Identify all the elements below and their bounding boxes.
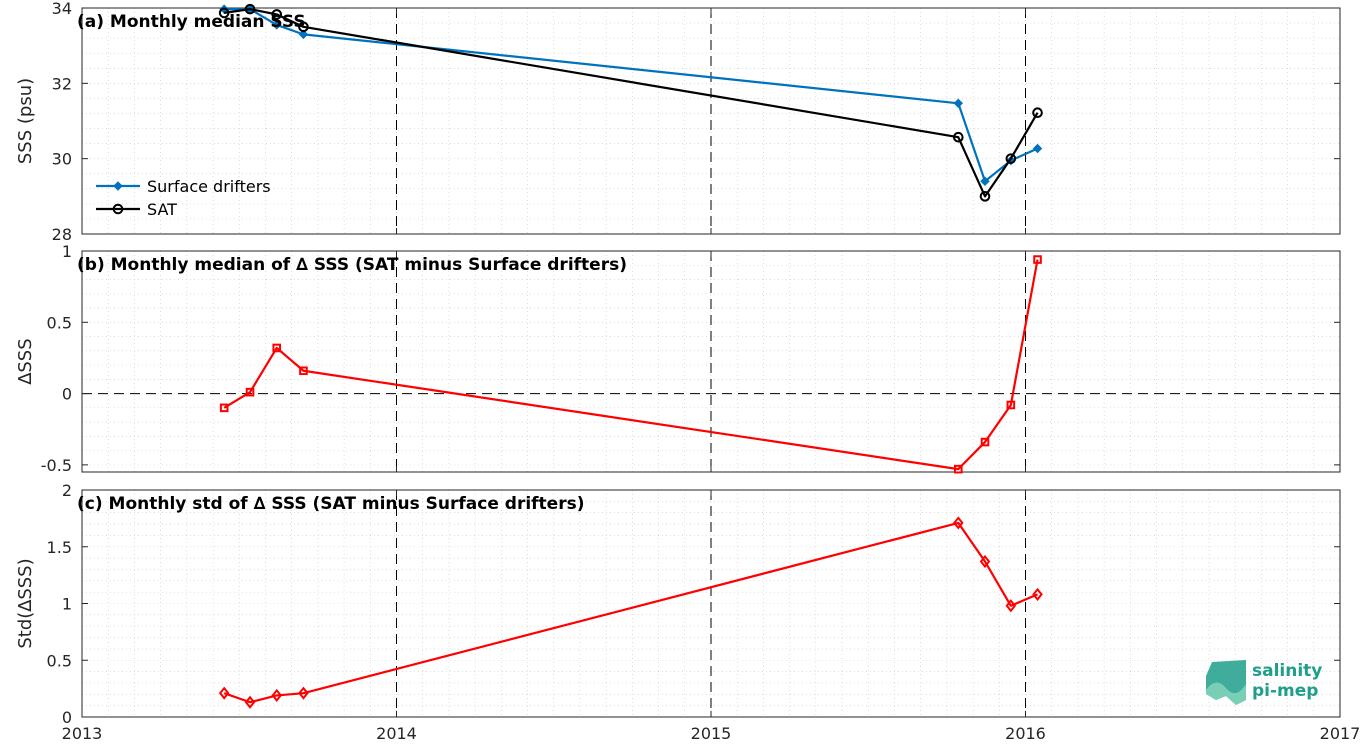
data-point bbox=[299, 366, 308, 376]
y-axis-label: Std(∆SSS) bbox=[15, 558, 36, 648]
y-tick-label: -0.5 bbox=[41, 456, 72, 475]
salinity-pi-mep-logo: salinity pi-mep bbox=[1206, 660, 1322, 705]
data-point bbox=[245, 387, 255, 397]
data-point bbox=[1032, 107, 1043, 119]
y-tick-label: 1.5 bbox=[47, 538, 72, 557]
logo-wave-highlight bbox=[1206, 682, 1246, 705]
x-tick-label: 2016 bbox=[1005, 724, 1046, 743]
panel-title: (b) Monthly median of ∆ SSS (SAT minus S… bbox=[77, 255, 627, 275]
data-point bbox=[980, 437, 990, 447]
legend: Surface drifters SAT bbox=[96, 177, 271, 219]
y-axis-label: ∆SSS bbox=[15, 338, 36, 385]
panel-a: 28 30 32 34 SSS (psu) (a) Monthly median SSS S… bbox=[15, 0, 1341, 244]
legend-marker bbox=[112, 203, 124, 215]
series-delta-sss bbox=[218, 516, 1043, 709]
minor-grid bbox=[81, 489, 1341, 718]
data-point bbox=[271, 688, 283, 703]
data-point bbox=[979, 554, 991, 569]
series-delta-sss bbox=[219, 255, 1042, 474]
data-point bbox=[244, 3, 256, 15]
data-point bbox=[218, 686, 230, 700]
data-point bbox=[1005, 153, 1017, 164]
data-point bbox=[272, 343, 282, 353]
data-point bbox=[953, 464, 963, 474]
data-point bbox=[953, 516, 964, 530]
y-tick-label: 30 bbox=[52, 150, 72, 169]
data-point bbox=[298, 686, 309, 700]
series-line bbox=[223, 259, 1039, 471]
y-tick-label: 1 bbox=[62, 595, 72, 614]
series-line bbox=[223, 521, 1038, 704]
legend-label: Surface drifters bbox=[147, 177, 271, 196]
data-point bbox=[952, 131, 964, 143]
y-tick-label: 34 bbox=[52, 0, 72, 18]
x-tick-label: 2014 bbox=[376, 724, 417, 743]
y-tick-label: 0 bbox=[62, 708, 72, 727]
panel-c: 0 0.5 1 1.5 2 2013 2014 2015 2016 2017 Std(∆SSS) (c… bbox=[15, 481, 1360, 743]
y-tick-label: 0.5 bbox=[47, 651, 72, 670]
y-tick-label: 28 bbox=[52, 225, 72, 244]
series-surface-drifters bbox=[219, 4, 1043, 186]
y-axis-label: SSS (psu) bbox=[15, 78, 36, 164]
data-point bbox=[1032, 587, 1043, 602]
y-tick-label: 1 bbox=[62, 242, 72, 261]
legend-label: SAT bbox=[147, 200, 177, 219]
series-sat bbox=[218, 3, 1043, 202]
panel-title: (c) Monthly std of ∆ SSS (SAT minus Surf… bbox=[77, 494, 584, 514]
data-point bbox=[219, 403, 229, 413]
data-point bbox=[218, 7, 230, 19]
logo-text-line1: salinity bbox=[1252, 661, 1322, 681]
data-point bbox=[272, 20, 282, 30]
y-tick-label: 0 bbox=[62, 385, 72, 404]
data-point bbox=[1005, 599, 1017, 613]
data-point bbox=[1033, 255, 1042, 264]
panel-b: -0.5 0 0.5 1 ∆SSS (b) Monthly median of ∆ SSS… bbox=[15, 242, 1341, 475]
x-tick-label: 2015 bbox=[691, 724, 732, 743]
data-point bbox=[980, 176, 990, 186]
data-point bbox=[298, 21, 309, 33]
data-point bbox=[1006, 400, 1016, 410]
data-point bbox=[244, 695, 256, 709]
data-point bbox=[298, 29, 309, 40]
y-tick-label: 32 bbox=[52, 74, 72, 93]
y-tick-label: 0.5 bbox=[47, 313, 72, 332]
x-tick-label: 2013 bbox=[62, 724, 103, 743]
data-point bbox=[979, 191, 991, 202]
legend-marker bbox=[113, 181, 123, 191]
panel-title: (a) Monthly median SSS bbox=[77, 12, 306, 32]
data-point bbox=[271, 9, 283, 20]
data-point bbox=[953, 98, 963, 109]
x-tick-label: 2017 bbox=[1320, 724, 1361, 743]
y-tick-label: 2 bbox=[62, 481, 72, 500]
data-point bbox=[1032, 143, 1043, 154]
logo-text-line2: pi-mep bbox=[1252, 681, 1318, 701]
series-line bbox=[224, 8, 1039, 198]
